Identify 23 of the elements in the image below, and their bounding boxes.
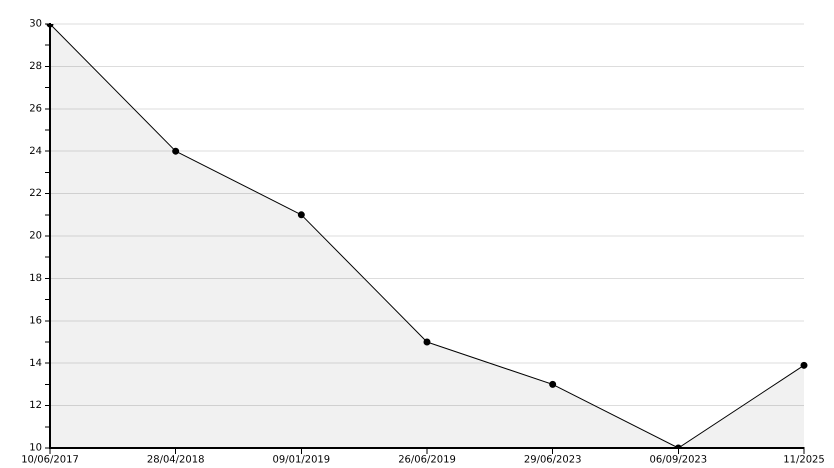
x-tick-label: 26/06/2019 [398,454,456,466]
x-tick-label: 28/04/2018 [146,454,204,466]
x-tick-label: 11/2025 [783,454,825,466]
y-tick-label: 26 [29,103,42,114]
y-tick-label: 22 [29,188,42,200]
y-tick-label: 16 [29,315,42,326]
y-tick-label: 20 [29,230,42,242]
point [298,211,305,218]
x-tick-label: 29/06/2023 [524,454,582,466]
y-tick-label: 28 [29,60,42,72]
point [424,338,430,346]
x-tick-label: 06/09/2023 [650,454,708,466]
point [172,148,180,155]
y-tick-label: 18 [29,272,42,284]
y-tick-label: 30 [29,18,42,30]
y-tick-label: 24 [29,146,42,157]
x-tick-label: 10/06/2017 [21,454,79,466]
x-tick-label: 09/01/2019 [272,454,330,466]
y-tick-label: 12 [29,400,42,412]
y-tick-label: 14 [29,358,42,369]
y-tick-label: 10 [29,442,42,454]
point [800,362,808,369]
point [549,380,556,388]
